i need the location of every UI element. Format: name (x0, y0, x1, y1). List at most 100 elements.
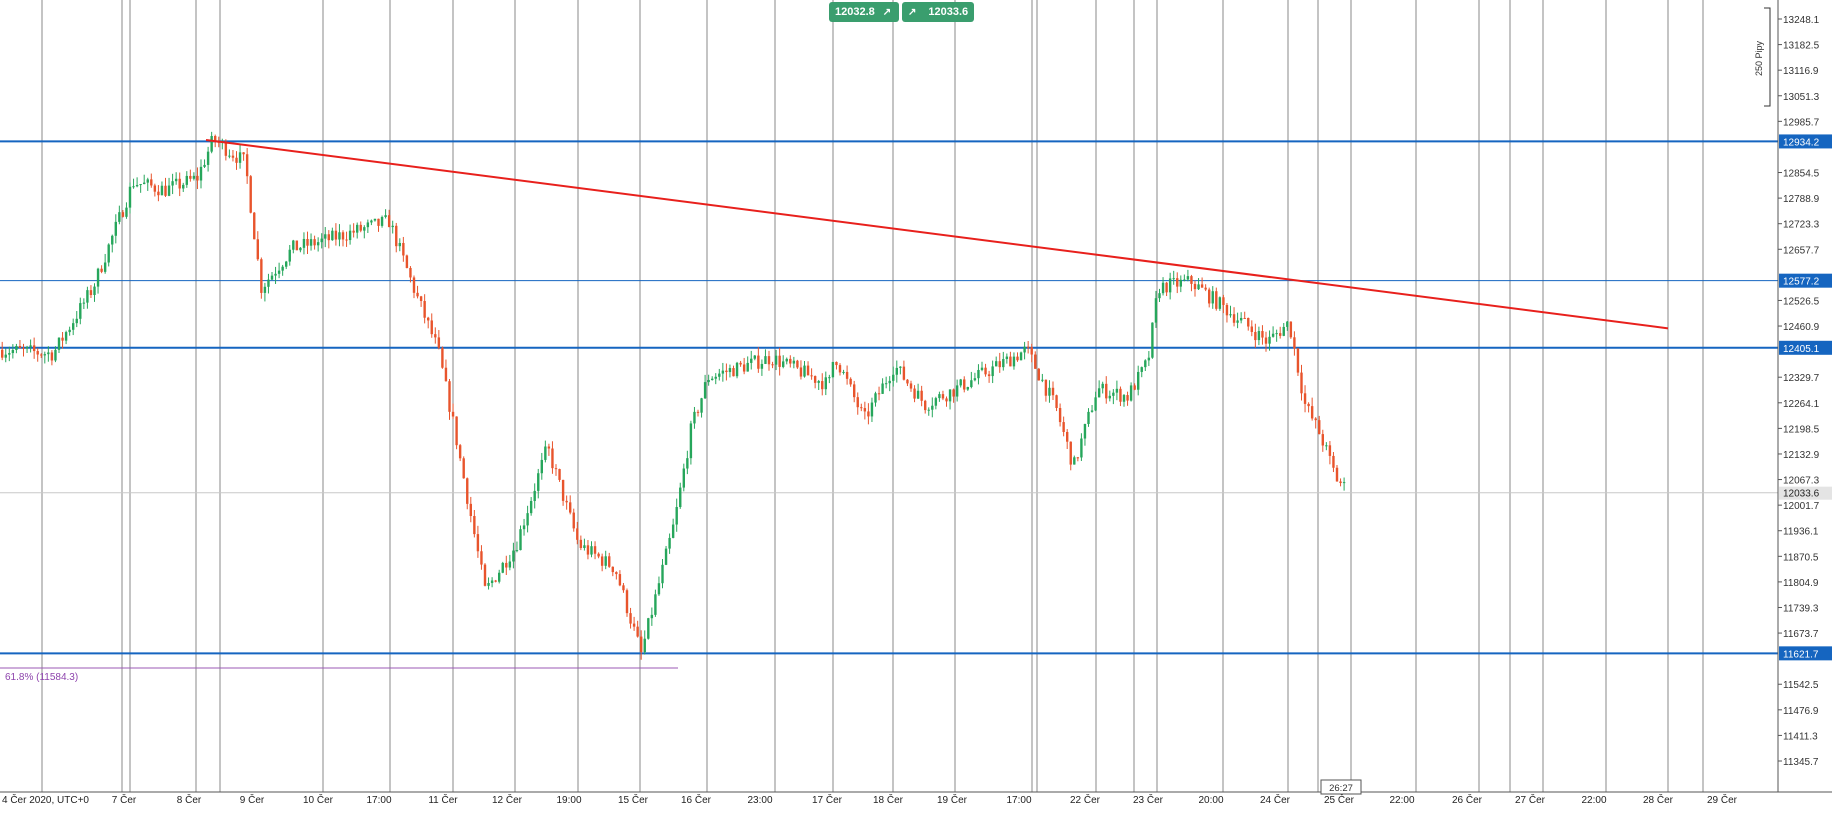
candle-body (1215, 291, 1218, 309)
candle-body (955, 385, 959, 397)
price-ticks: 13248.1 13182.5 13116.9 13051.3 12985.7 12854… (1778, 15, 1820, 768)
candle-body (228, 155, 231, 157)
candle-body (1200, 284, 1204, 288)
candle-body (43, 354, 46, 356)
candle-body (72, 323, 75, 330)
candle-body (253, 212, 256, 240)
candle-body (1183, 279, 1186, 281)
candle-body (185, 175, 188, 185)
candle-body (1076, 457, 1080, 459)
time-tick-label: 25 Čer (1324, 793, 1355, 806)
candle-body (423, 300, 426, 318)
candle-body (632, 623, 636, 627)
candle-body (874, 393, 877, 403)
candle-body (75, 318, 78, 324)
candle-body (966, 387, 969, 390)
candle-body (434, 334, 437, 338)
candle-body (682, 468, 685, 488)
sell-price-value: 12032.8 (835, 6, 875, 18)
candle-body (47, 352, 50, 355)
candle-body (1151, 322, 1154, 358)
candle-body (199, 166, 203, 181)
candle-body (341, 232, 345, 240)
candle-body (466, 478, 469, 504)
candle-body (107, 244, 110, 263)
time-tick-label: 7 Čer (112, 793, 137, 806)
candle-body (767, 356, 771, 365)
fibonacci-label: 61.8% (11584.3) (5, 672, 78, 683)
candle-body (636, 626, 639, 637)
candle-body (103, 262, 107, 272)
countdown-text: 26:27 (1329, 783, 1353, 794)
candle-body (782, 361, 785, 367)
candle-body (661, 564, 664, 584)
candle-body (174, 178, 178, 182)
price-tick-label: 12264.1 (1783, 399, 1820, 410)
candle-body (565, 500, 568, 503)
candle-body (93, 286, 96, 295)
sell-price-button[interactable]: 12032.8 ↗ (829, 2, 899, 22)
price-axis[interactable]: 13248.1 13182.5 13116.9 13051.3 12985.7 12854… (1754, 0, 1832, 792)
time-axis[interactable]: 4 Čer 2020, UTC+0 7 Čer 8 Čer 9 Čer 10 Čer 17… (0, 791, 1832, 806)
candle-body (1126, 395, 1129, 401)
candle-body (764, 356, 767, 364)
candle-body (1062, 422, 1065, 432)
candle-body (171, 181, 174, 186)
candle-body (689, 423, 693, 459)
candle-body (476, 534, 480, 552)
candle-body (36, 351, 39, 355)
candle-body (498, 572, 501, 582)
candle-body (285, 261, 288, 267)
candle-body (750, 358, 753, 363)
candle-body (1335, 467, 1339, 482)
candle-body (984, 367, 987, 375)
candle-body (533, 490, 536, 501)
candle-body (387, 215, 391, 228)
candle-body (1339, 481, 1342, 484)
candle-body (224, 141, 228, 156)
candle-body (231, 155, 235, 158)
candle-body (302, 238, 306, 248)
candle-body (529, 500, 533, 514)
candle-body (977, 369, 980, 379)
candle-body (1318, 420, 1321, 435)
candle-body (320, 238, 323, 243)
candle-body (643, 638, 646, 653)
time-tick-label: 23:00 (747, 795, 772, 806)
candle-body (160, 185, 164, 196)
fibonacci-level[interactable]: 61.8% (11584.3) (0, 667, 678, 683)
candle-body (451, 411, 455, 417)
candle-body (494, 580, 497, 582)
candle-body (537, 473, 540, 491)
candle-body (128, 186, 132, 208)
candle-body (799, 367, 803, 377)
time-tick-label: 17:00 (366, 795, 391, 806)
candle-body (157, 191, 160, 196)
candle-body (934, 398, 938, 406)
candle-body (18, 345, 22, 348)
time-tick-label: 18 Čer (873, 793, 904, 806)
candle-body (849, 378, 852, 385)
price-tick-label: 11476.9 (1783, 706, 1819, 717)
candle-body (980, 367, 984, 370)
time-tick-label: 26 Čer (1452, 793, 1483, 806)
candle-body (522, 525, 526, 530)
candle-body (789, 358, 792, 364)
candle-body (274, 273, 277, 276)
candle-body (324, 234, 327, 239)
candle-body (867, 411, 870, 417)
candle-body (714, 376, 717, 379)
trendline[interactable] (205, 138, 1669, 330)
candle-body (448, 381, 451, 412)
candle-body (299, 247, 302, 251)
candle-body (597, 553, 600, 557)
candle-body (1257, 331, 1261, 341)
price-tick-label: 12198.5 (1783, 424, 1820, 435)
buy-price-button[interactable]: ↗ 12033.6 (902, 2, 974, 22)
candle-body (288, 249, 291, 262)
price-tick-label: 12460.9 (1783, 322, 1820, 333)
candle-body (906, 379, 909, 384)
candle-body (1222, 297, 1225, 305)
